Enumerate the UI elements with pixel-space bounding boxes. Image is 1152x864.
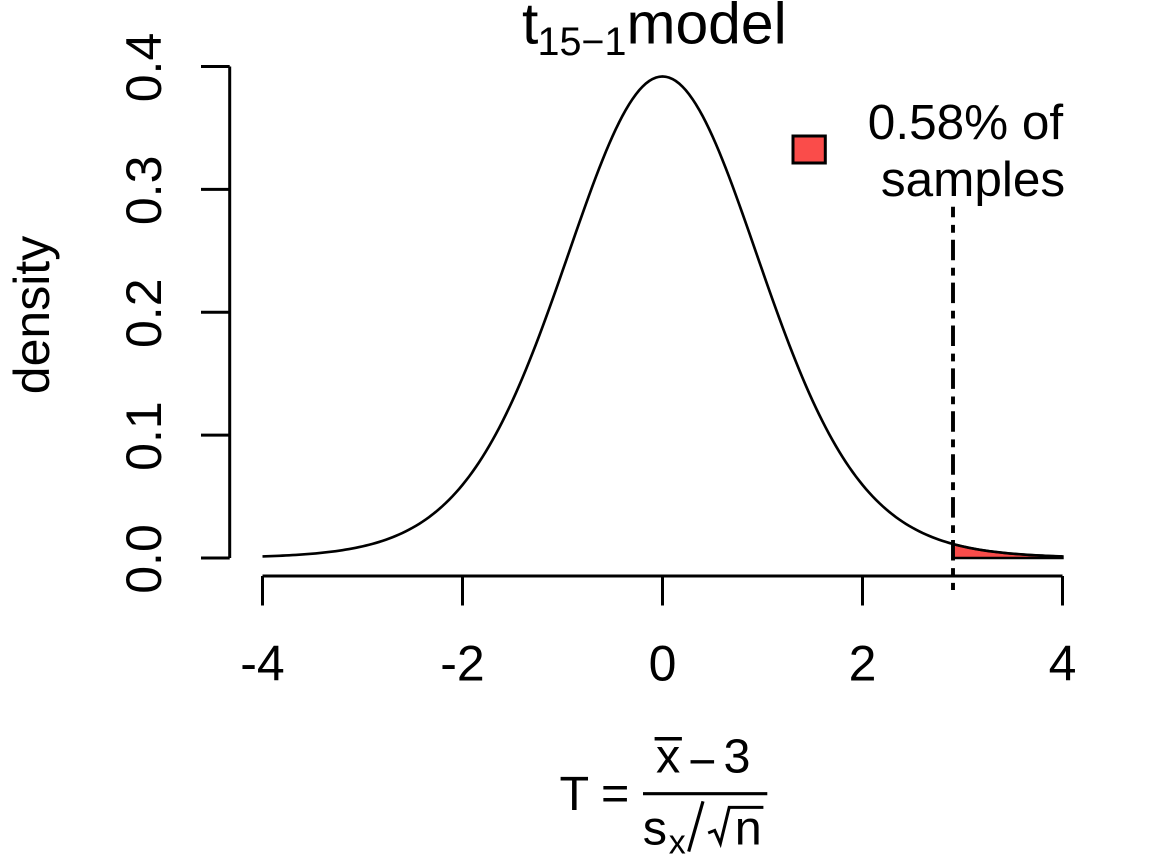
svg-text:2: 2 xyxy=(849,635,877,691)
svg-text:4: 4 xyxy=(1049,635,1077,691)
svg-text:0: 0 xyxy=(649,635,677,691)
svg-text:0.1: 0.1 xyxy=(116,401,172,471)
svg-text:s: s xyxy=(643,802,667,856)
svg-text:density: density xyxy=(4,236,60,394)
svg-text:-2: -2 xyxy=(440,635,484,691)
svg-text:n: n xyxy=(735,802,762,856)
svg-text:t: t xyxy=(522,0,538,57)
svg-text:15−1: 15−1 xyxy=(538,20,627,64)
svg-text:=: = xyxy=(601,767,629,821)
svg-text:−: − xyxy=(688,735,716,789)
svg-text:0.58% of: 0.58% of xyxy=(868,95,1064,150)
svg-text:x: x xyxy=(669,824,686,862)
svg-text:0.4: 0.4 xyxy=(116,33,172,103)
svg-text:model: model xyxy=(627,0,787,57)
svg-text:samples: samples xyxy=(881,152,1065,207)
svg-text:0.0: 0.0 xyxy=(116,524,172,594)
svg-text:T: T xyxy=(560,767,590,821)
svg-text:-4: -4 xyxy=(240,635,284,691)
svg-text:0.2: 0.2 xyxy=(116,278,172,348)
svg-text:0.3: 0.3 xyxy=(116,156,172,226)
svg-text:3: 3 xyxy=(724,730,751,784)
